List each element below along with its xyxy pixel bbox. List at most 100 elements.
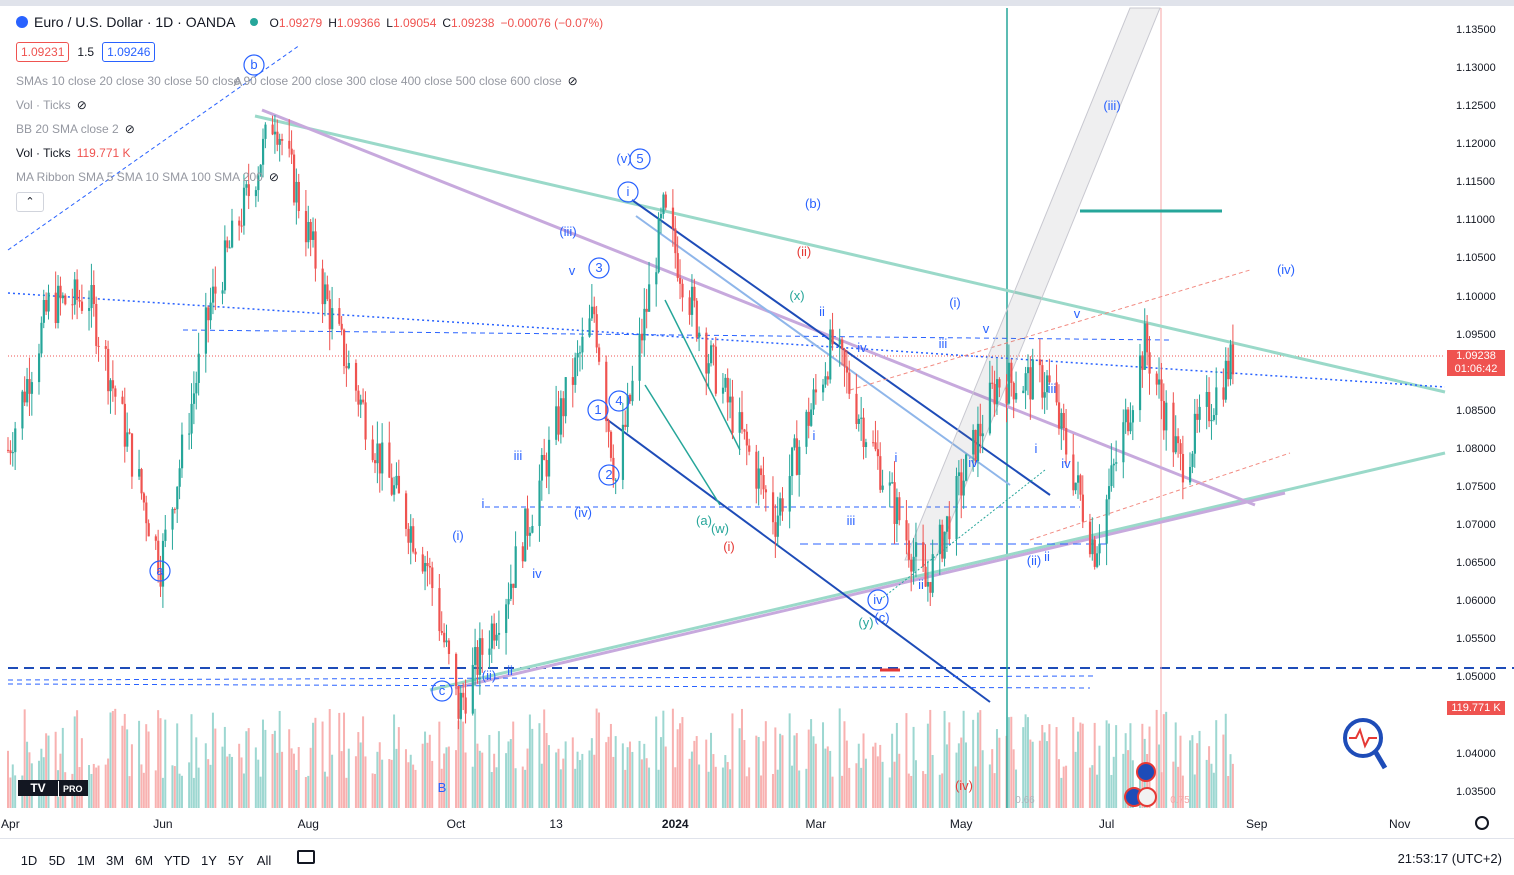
- bottom-toolbar: [0, 838, 1514, 875]
- candle-body: [526, 508, 529, 536]
- candle-body: [712, 345, 715, 347]
- volume-bar: [440, 768, 443, 808]
- candle-body: [774, 522, 777, 537]
- eye-hidden-icon[interactable]: ⊘: [124, 122, 135, 136]
- range-button-all[interactable]: All: [256, 853, 272, 868]
- candle-body: [614, 479, 617, 481]
- eye-hidden-icon[interactable]: ⊘: [76, 98, 87, 112]
- range-button-1d[interactable]: 1D: [20, 853, 38, 868]
- range-button-ytd[interactable]: YTD: [164, 853, 190, 868]
- indicator-vol-ticks[interactable]: Vol · Ticks 119.771 K: [16, 146, 131, 160]
- candle-body: [412, 526, 415, 552]
- volume-bar: [292, 753, 295, 808]
- volume-bar: [657, 769, 660, 808]
- candle-body: [314, 231, 317, 269]
- range-button-6m[interactable]: 6M: [134, 853, 154, 868]
- candle-body: [140, 469, 143, 494]
- range-button-5y[interactable]: 5Y: [228, 853, 244, 868]
- volume-bar: [614, 736, 617, 808]
- indicator-ma-ribbon[interactable]: MA Ribbon SMA 5 SMA 10 SMA 100 SMA 200 ⊘: [16, 170, 279, 184]
- candle-body: [1043, 392, 1046, 398]
- eye-hidden-icon[interactable]: ⊘: [567, 74, 578, 88]
- volume-bar: [974, 766, 977, 808]
- volume-bar: [264, 729, 267, 808]
- volume-bar: [281, 751, 284, 808]
- candle-body: [497, 632, 501, 635]
- range-button-1m[interactable]: 1M: [76, 853, 96, 868]
- gear-icon[interactable]: [1475, 816, 1489, 830]
- candle-body: [1215, 387, 1218, 416]
- candle-body: [173, 508, 177, 510]
- volume-bar: [922, 771, 925, 808]
- candle-body: [948, 516, 951, 540]
- candle-body: [40, 322, 43, 354]
- wave-label: i: [895, 450, 898, 465]
- volume-bar: [731, 713, 734, 808]
- channel-green-2: [644, 384, 721, 506]
- volume-bar: [474, 708, 477, 808]
- volume-bar: [414, 769, 417, 808]
- volume-bar: [161, 777, 164, 808]
- wave-label: 4: [615, 393, 622, 408]
- volume-bar: [893, 761, 896, 808]
- candle-body: [1158, 379, 1161, 385]
- range-button-3m[interactable]: 3M: [105, 853, 125, 868]
- volume-bar: [528, 714, 531, 808]
- candle-body: [1096, 553, 1099, 567]
- candle-body: [493, 623, 496, 641]
- wave-label: (y): [858, 615, 873, 630]
- volume-bar: [1189, 740, 1192, 808]
- candle-body: [1174, 436, 1177, 453]
- volume-bar: [626, 747, 629, 808]
- volume-bar: [304, 777, 307, 808]
- volume-bar: [710, 732, 713, 808]
- volume-bar: [328, 709, 331, 808]
- volume-bar: [424, 731, 427, 808]
- candle-body: [73, 279, 76, 305]
- wave-label: (iii): [559, 224, 576, 239]
- candle-body: [664, 194, 667, 208]
- volume-bar: [841, 775, 844, 808]
- volume-bar: [564, 741, 567, 808]
- price-tick-label: 1.06000: [1456, 595, 1496, 608]
- volume-bar: [981, 750, 984, 808]
- time-tick-label: Oct: [446, 817, 466, 831]
- range-button-1y[interactable]: 1Y: [201, 853, 217, 868]
- tradingview-logo[interactable]: TV PRO: [18, 780, 88, 797]
- candle-body: [1041, 365, 1044, 398]
- symbol-legend[interactable]: Euro / U.S. Dollar · 1D · OANDA O1.09279 H…: [16, 14, 609, 30]
- volume-bar: [1158, 744, 1161, 808]
- volume-bar: [976, 712, 979, 808]
- buy-price-button[interactable]: 1.09246: [102, 42, 156, 62]
- calendar-icon[interactable]: [297, 850, 315, 864]
- range-button-5d[interactable]: 5D: [48, 853, 66, 868]
- clock[interactable]: 21:53:17 (UTC+2): [1397, 851, 1502, 866]
- time-tick-label: Jul: [1098, 817, 1115, 831]
- candle-body: [814, 389, 818, 393]
- wave-label: (iv): [574, 505, 592, 520]
- indicator-smas[interactable]: SMAs 10 close 20 close 30 close 50 close…: [16, 74, 578, 88]
- indicator-bollinger[interactable]: BB 20 SMA close 2 ⊘: [16, 122, 135, 136]
- volume-bar: [214, 728, 217, 808]
- volume-bar: [795, 733, 798, 808]
- candle-body: [455, 653, 458, 687]
- volume-bar: [624, 769, 627, 808]
- eye-hidden-icon[interactable]: ⊘: [268, 170, 279, 184]
- candle-body: [962, 480, 965, 496]
- volume-bar: [924, 773, 927, 808]
- candle-body: [242, 187, 246, 226]
- indicator-vol-ticks-hidden[interactable]: Vol · Ticks ⊘: [16, 98, 87, 112]
- candle-body: [257, 175, 260, 191]
- collapse-legend-button[interactable]: ⌃: [16, 192, 44, 212]
- trendline-teal-upper: [254, 114, 1446, 394]
- sell-price-button[interactable]: 1.09231: [16, 42, 70, 62]
- candle-body: [288, 140, 291, 149]
- candle-body: [264, 124, 267, 139]
- wave-label-ring: [598, 464, 620, 486]
- volume-bar: [455, 750, 458, 808]
- volume-bar: [1077, 731, 1080, 808]
- volume-bar: [1208, 746, 1211, 808]
- wave-label: a: [156, 563, 164, 578]
- candle-body: [643, 308, 646, 341]
